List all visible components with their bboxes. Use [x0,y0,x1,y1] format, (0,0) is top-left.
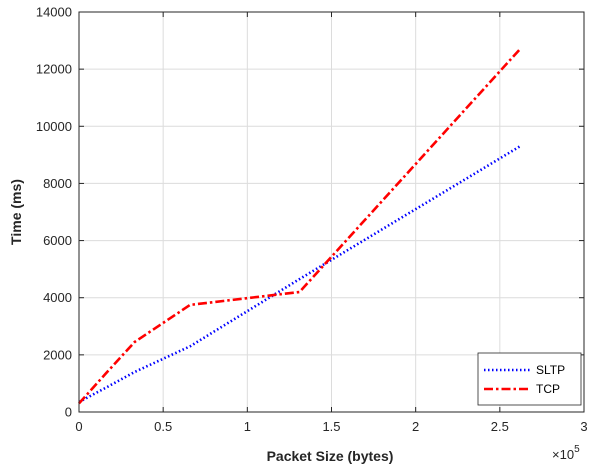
x-tick-label: 2 [412,419,419,434]
x-tick-label: 3 [580,419,587,434]
y-tick-label: 4000 [43,290,72,305]
y-tick-label: 6000 [43,233,72,248]
axis-ticks [78,11,585,413]
y-tick-label: 0 [65,405,72,420]
x-exponent-base: ×10 [552,447,574,462]
series-line-sltp [78,145,521,404]
x-tick-label: 1 [244,419,251,434]
y-tick-label: 12000 [36,62,72,77]
legend-box [477,352,582,406]
x-tick-label: 0.5 [154,419,172,434]
legend-label-tcp: TCP [536,382,560,396]
y-axis-label: Time (ms) [8,179,24,245]
legend: SLTP TCP [477,352,582,406]
series-layer [78,48,521,405]
x-axis-label: Packet Size (bytes) [267,448,394,464]
x-tick-labels: 0 0.5 1 1.5 2 2.5 3 [75,419,587,434]
y-tick-label: 8000 [43,176,72,191]
x-exponent-power: 5 [574,444,580,455]
x-exponent: ×105 [552,444,580,462]
y-tick-label: 2000 [43,347,72,362]
x-tick-label: 2.5 [491,419,509,434]
x-tick-label: 0 [75,419,82,434]
x-tick-label: 1.5 [322,419,340,434]
y-tick-label: 10000 [36,119,72,134]
y-tick-labels: 0 2000 4000 6000 8000 10000 12000 14000 [36,5,72,420]
legend-label-sltp: SLTP [536,363,565,377]
y-tick-label: 14000 [36,5,72,20]
